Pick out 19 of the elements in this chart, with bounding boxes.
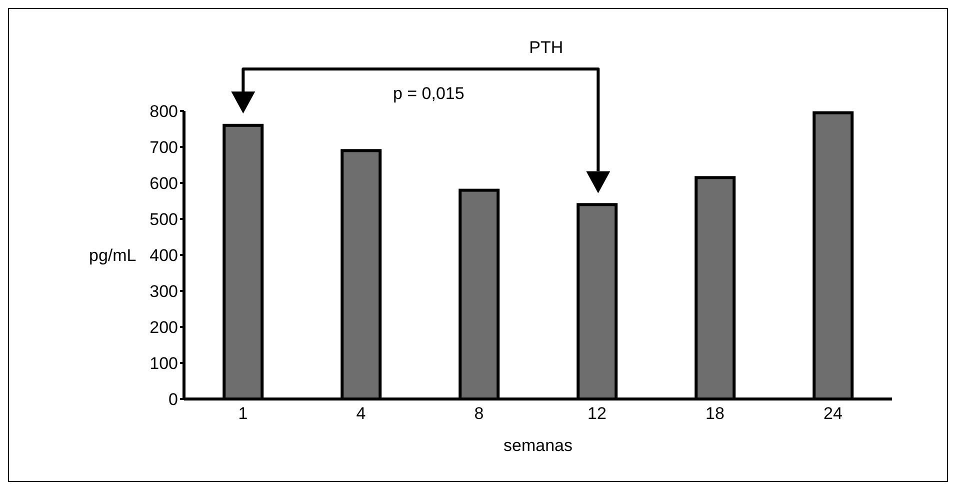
y-tick-label: 500	[150, 210, 178, 230]
x-tick-label: 12	[588, 404, 606, 424]
x-tick-label: 24	[824, 404, 842, 424]
y-tick-label: 400	[150, 246, 178, 266]
y-tick-label: 800	[150, 102, 178, 122]
y-axis-title: pg/mL	[89, 246, 136, 266]
y-tick-label: 100	[150, 354, 178, 374]
y-tick-label: 300	[150, 282, 178, 302]
x-tick-label: 18	[706, 404, 724, 424]
y-tick-label: 200	[150, 318, 178, 338]
y-tick-label: 700	[150, 138, 178, 158]
x-tick-label: 8	[474, 404, 484, 424]
x-tick-label: 4	[356, 404, 366, 424]
x-tick-label: 1	[238, 404, 248, 424]
y-tick-label: 600	[150, 174, 178, 194]
y-tick-label: 0	[168, 390, 178, 410]
text: PTH	[529, 38, 564, 57]
text: p = 0,015	[392, 84, 464, 103]
x-axis-title: semanas	[504, 436, 572, 455]
